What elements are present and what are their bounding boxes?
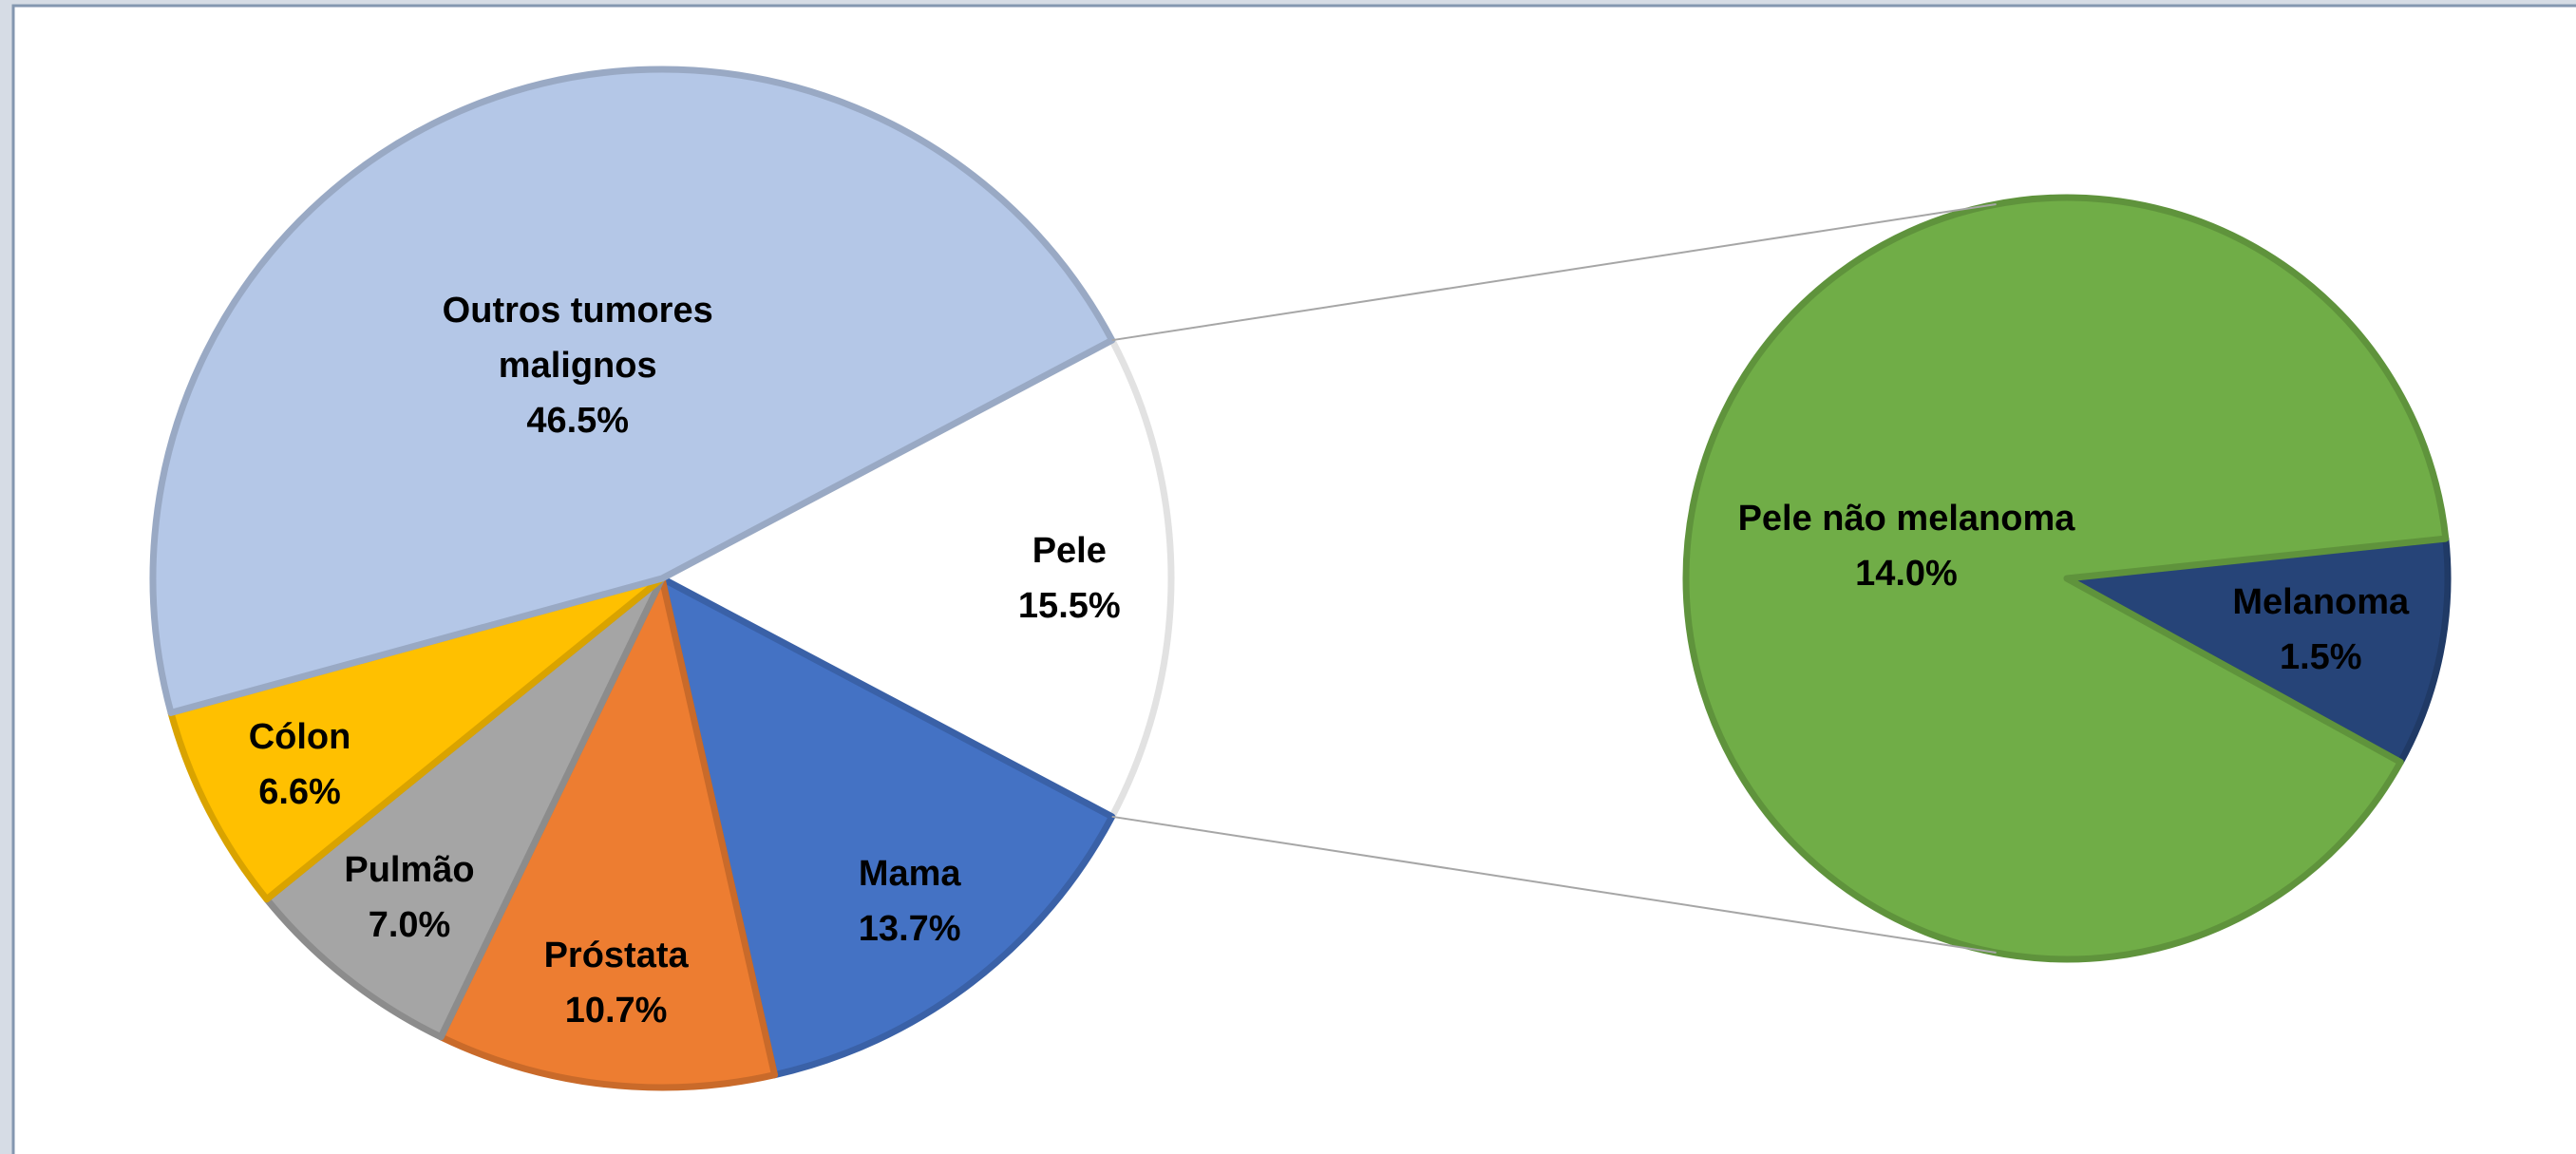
category-label: Outros tumores malignos (442, 290, 713, 386)
slice-label: Pulmão 7.0% (229, 842, 590, 953)
slice-label: Mama 13.7% (729, 846, 1090, 956)
pie-slice (437, 575, 779, 1091)
category-label: Pele (1032, 531, 1107, 571)
pie-slice (658, 575, 1116, 1079)
pie-slice (658, 336, 1175, 821)
value-label: 13.7% (858, 909, 961, 950)
category-label: Melanoma (2232, 581, 2410, 622)
category-label: Cólon (248, 716, 351, 757)
pie-slice (149, 66, 1116, 716)
slice-label: Próstata 10.7% (436, 928, 797, 1038)
pie-slice (263, 575, 666, 1041)
pie-slice (2063, 535, 2452, 766)
slice-label: Melanoma 1.5% (2097, 575, 2544, 685)
value-label: 10.7% (564, 991, 668, 1031)
value-label: 7.0% (368, 905, 451, 946)
connector-line (1111, 815, 1997, 955)
slice-label: Pele 15.5% (889, 523, 1250, 634)
slice-label: Cólon 6.6% (120, 709, 481, 820)
category-label: Pulmão (344, 850, 475, 891)
connector-line (1111, 202, 1997, 342)
value-label: 46.5% (526, 400, 630, 441)
pie-slice (167, 575, 666, 903)
value-label: 1.5% (2279, 636, 2362, 677)
value-label: 14.0% (1855, 553, 1958, 594)
slice-label: Outros tumores malignos 46.5% (397, 283, 758, 448)
category-label: Próstata (543, 936, 689, 976)
value-label: 6.6% (258, 771, 341, 812)
category-label: Pele não melanoma (1737, 498, 2075, 539)
pie-slice (1682, 194, 2450, 963)
slice-label: Pele não melanoma 14.0% (1683, 491, 2130, 601)
value-label: 15.5% (1017, 586, 1121, 626)
category-label: Mama (858, 854, 961, 895)
